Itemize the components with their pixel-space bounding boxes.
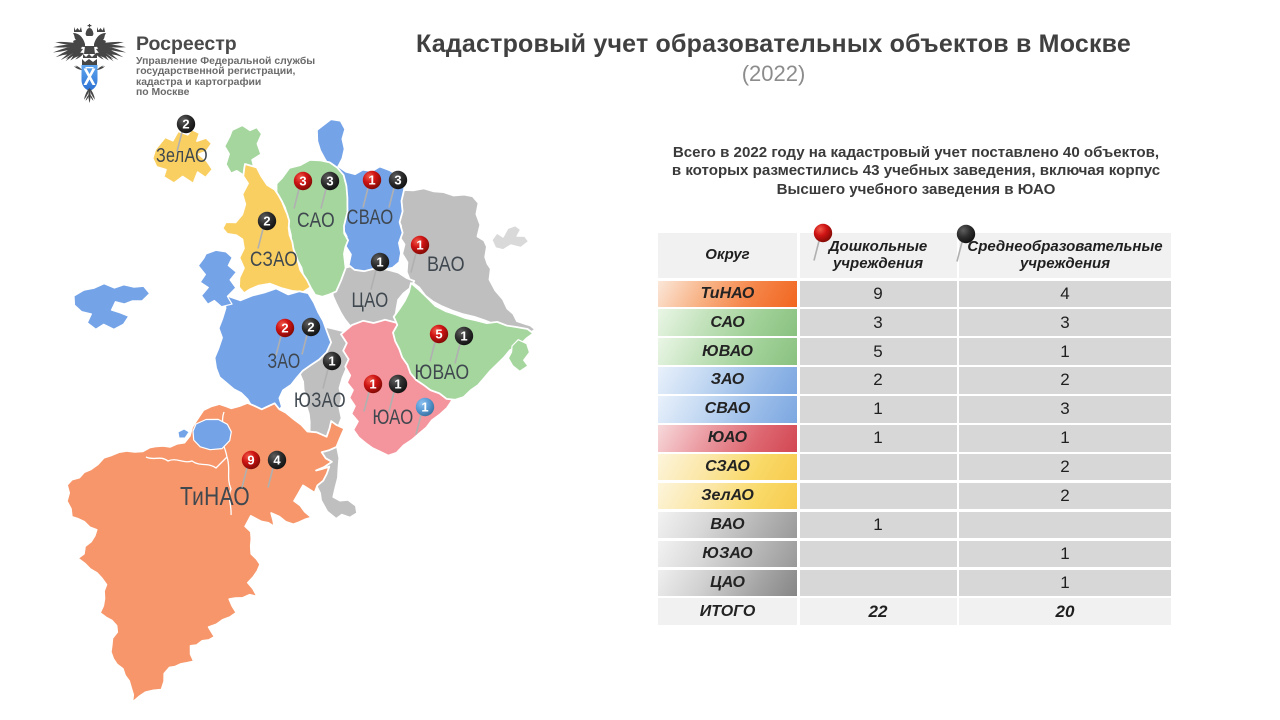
svg-text:2: 2	[263, 214, 270, 229]
svg-text:САО: САО	[297, 209, 335, 232]
svg-text:3: 3	[299, 174, 306, 189]
svg-text:2: 2	[281, 321, 288, 336]
svg-text:2: 2	[182, 117, 189, 132]
svg-text:ВАО: ВАО	[427, 253, 465, 276]
svg-text:1: 1	[369, 377, 376, 392]
svg-text:5: 5	[435, 327, 442, 342]
svg-text:1: 1	[328, 354, 335, 369]
svg-text:1: 1	[368, 173, 375, 188]
svg-text:СЗАО: СЗАО	[250, 248, 298, 271]
svg-text:ЗелАО: ЗелАО	[156, 145, 208, 167]
svg-text:СВАО: СВАО	[347, 206, 394, 229]
svg-text:4: 4	[273, 453, 281, 468]
svg-text:1: 1	[421, 400, 428, 415]
svg-text:3: 3	[326, 174, 333, 189]
svg-text:1: 1	[416, 238, 423, 253]
svg-text:ЦАО: ЦАО	[352, 289, 389, 312]
svg-text:9: 9	[247, 453, 254, 468]
svg-text:ЗАО: ЗАО	[268, 350, 301, 373]
svg-text:1: 1	[376, 255, 383, 270]
svg-text:ЮВАО: ЮВАО	[415, 361, 470, 384]
svg-text:ЮАО: ЮАО	[373, 406, 414, 429]
svg-text:ТиНАО: ТиНАО	[180, 481, 250, 511]
svg-text:ЮЗАО: ЮЗАО	[294, 389, 346, 412]
svg-text:1: 1	[394, 377, 401, 392]
svg-text:3: 3	[394, 173, 401, 188]
svg-text:1: 1	[460, 329, 467, 344]
svg-text:2: 2	[307, 320, 314, 335]
